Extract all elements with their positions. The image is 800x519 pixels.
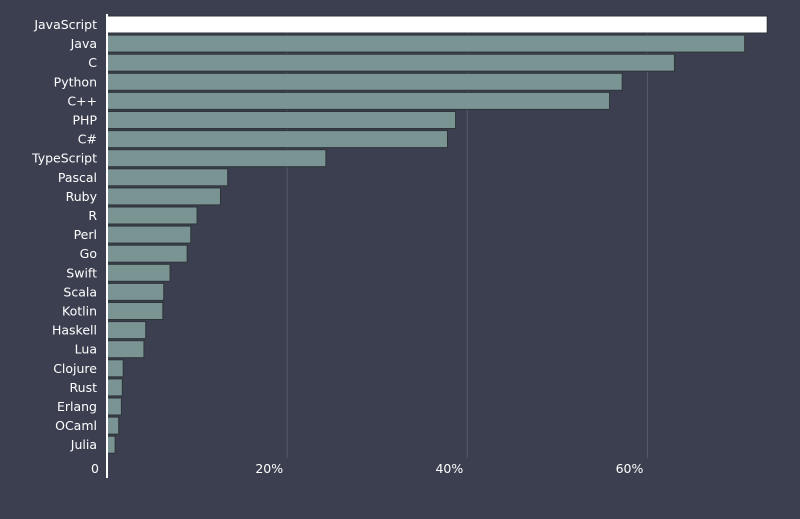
- category-label: C#: [78, 132, 97, 147]
- bar-erlang[interactable]: [106, 397, 122, 416]
- category-label: Go: [80, 246, 97, 261]
- category-label: Perl: [74, 227, 97, 242]
- bar-swift[interactable]: [106, 263, 171, 282]
- category-label: Lua: [75, 342, 97, 357]
- bar-clojure[interactable]: [106, 359, 124, 378]
- category-label: Rust: [70, 380, 98, 395]
- bar-java[interactable]: [106, 34, 746, 53]
- category-label: Haskell: [52, 323, 97, 338]
- bars: [106, 15, 768, 454]
- bar-kotlin[interactable]: [106, 302, 164, 320]
- category-label: Ruby: [66, 189, 98, 204]
- category-label: Kotlin: [62, 304, 97, 319]
- category-label: Java: [70, 36, 97, 51]
- bar-go[interactable]: [106, 244, 188, 263]
- category-label: Clojure: [53, 361, 97, 376]
- bar-typescript[interactable]: [106, 149, 327, 168]
- bar-ruby[interactable]: [106, 187, 221, 206]
- bar-c[interactable]: [106, 53, 675, 72]
- category-label: Julia: [70, 437, 97, 452]
- x-tick-labels: 0 20% 40% 60%: [91, 461, 643, 476]
- x-tick-label: 60%: [616, 461, 644, 476]
- category-label: C: [88, 55, 97, 70]
- category-label: Scala: [63, 284, 97, 299]
- x-tick-label: 0: [91, 461, 99, 476]
- category-label: PHP: [73, 113, 98, 128]
- category-label: Swift: [66, 265, 97, 280]
- x-tick-label: 20%: [255, 461, 283, 476]
- category-label: JavaScript: [33, 17, 97, 32]
- category-label: Erlang: [57, 399, 97, 414]
- bar-perl[interactable]: [106, 225, 192, 244]
- bar-python[interactable]: [106, 72, 623, 91]
- bar-php[interactable]: [106, 111, 457, 129]
- bar-pascal[interactable]: [106, 168, 229, 187]
- category-label: Python: [54, 74, 97, 89]
- bar-lua[interactable]: [106, 340, 145, 359]
- bar-c-[interactable]: [106, 130, 448, 149]
- category-labels: JavaScript Java C Python C++ PHP C# TypeScript P…: [31, 17, 98, 452]
- bar-julia[interactable]: [106, 435, 116, 454]
- bar-rust[interactable]: [106, 378, 123, 397]
- bar-ocaml[interactable]: [106, 416, 120, 435]
- bar-r[interactable]: [106, 206, 198, 225]
- category-label: C++: [67, 93, 97, 108]
- x-tick-label: 40%: [435, 461, 463, 476]
- category-label: Pascal: [58, 170, 97, 185]
- bar-haskell[interactable]: [106, 321, 147, 340]
- bar-scala[interactable]: [106, 282, 165, 301]
- category-label: TypeScript: [31, 151, 97, 166]
- category-label: OCaml: [55, 418, 97, 433]
- bar-c-[interactable]: [106, 91, 611, 110]
- bar-javascript[interactable]: [106, 15, 768, 34]
- category-label: R: [88, 208, 97, 223]
